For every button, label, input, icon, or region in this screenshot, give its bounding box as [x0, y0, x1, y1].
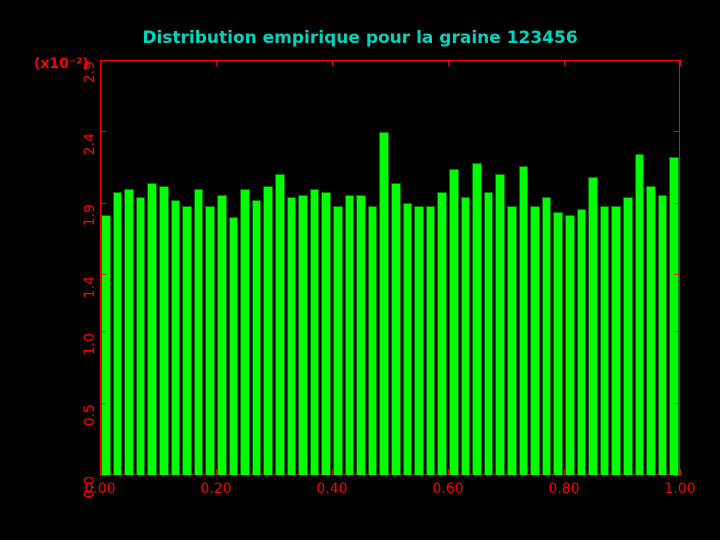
histogram-bar [287, 197, 297, 475]
tick-mark [100, 60, 106, 61]
histogram-bar [182, 206, 192, 475]
y-tick-label: 1.4 [82, 276, 98, 336]
histogram-bar [414, 206, 424, 475]
histogram-bar [368, 206, 378, 475]
x-tick-label: 0.20 [200, 481, 231, 497]
histogram-bar [147, 183, 157, 475]
tick-mark [674, 203, 680, 204]
histogram-bar [252, 200, 262, 475]
y-tick-label: 1.0 [82, 333, 98, 393]
histogram-bar [530, 206, 540, 475]
tick-mark [448, 469, 449, 475]
histogram-bar [472, 163, 482, 475]
histogram-bar [426, 206, 436, 475]
histogram-bar [240, 189, 250, 475]
histogram-bar [229, 217, 239, 475]
histogram-bar [565, 215, 575, 475]
histogram-bar [588, 177, 598, 475]
tick-mark [332, 60, 333, 66]
tick-mark [216, 469, 217, 475]
tick-mark [674, 331, 680, 332]
histogram-bar [577, 209, 587, 475]
histogram-bar [113, 192, 123, 475]
histogram-bar [519, 166, 529, 475]
y-tick-label: 2.4 [82, 133, 98, 193]
histogram-bar [263, 186, 273, 475]
histogram-bar [391, 183, 401, 475]
histogram-bar [449, 169, 459, 475]
tick-mark [564, 469, 565, 475]
histogram-bar [495, 174, 505, 475]
tick-mark [448, 60, 449, 66]
histogram-bar [600, 206, 610, 475]
histogram-bar [669, 157, 679, 475]
histogram-bar [171, 200, 181, 475]
tick-mark [216, 60, 217, 66]
tick-mark [100, 60, 101, 66]
chart-title: Distribution empirique pour la graine 12… [0, 28, 720, 48]
y-tick-label: 1.9 [82, 204, 98, 264]
histogram-bar [321, 192, 331, 475]
histogram-bar [310, 189, 320, 475]
histogram-bar [484, 192, 494, 475]
tick-mark [674, 131, 680, 132]
tick-mark [100, 331, 106, 332]
tick-mark [100, 131, 106, 132]
tick-mark [674, 274, 680, 275]
plot-area [100, 60, 680, 475]
x-tick-label: 0.60 [432, 481, 463, 497]
histogram-bar [356, 195, 366, 475]
x-tick-label: 0.80 [548, 481, 579, 497]
tick-mark [100, 274, 106, 275]
tick-mark [100, 203, 106, 204]
histogram-bar [611, 206, 621, 475]
tick-mark [674, 403, 680, 404]
histogram-bar [461, 197, 471, 475]
histogram-bar [379, 132, 389, 475]
histogram-bar [194, 189, 204, 475]
x-tick-label: 1.00 [664, 481, 695, 497]
histogram-bar [507, 206, 517, 475]
histogram-bar [658, 195, 668, 475]
y-tick-label: 0.5 [82, 404, 98, 464]
histogram-bar [623, 197, 633, 475]
y-axis-multiplier: (x10⁻²) [34, 56, 89, 72]
tick-mark [332, 469, 333, 475]
tick-mark [674, 475, 680, 476]
histogram-bar [403, 203, 413, 475]
histogram-bar [101, 215, 111, 475]
x-tick-label: 0.40 [316, 481, 347, 497]
histogram-bar [333, 206, 343, 475]
histogram-bar [298, 195, 308, 475]
histogram-bar [437, 192, 447, 475]
histogram-bar [553, 212, 563, 475]
tick-mark [100, 475, 106, 476]
histogram-bar [217, 195, 227, 475]
histogram-bar [646, 186, 656, 475]
histogram-bar [124, 189, 134, 475]
histogram-bar [345, 195, 355, 475]
tick-mark [100, 403, 106, 404]
y-tick-label: 0.0 [82, 476, 98, 536]
y-tick-label: 2.9 [82, 61, 98, 121]
histogram-bar [542, 197, 552, 475]
tick-mark [674, 60, 680, 61]
histogram-bar [136, 197, 146, 475]
histogram-chart: Distribution empirique pour la graine 12… [0, 0, 720, 540]
histogram-bar [205, 206, 215, 475]
histogram-bar [159, 186, 169, 475]
tick-mark [564, 60, 565, 66]
histogram-bar [635, 154, 645, 475]
histogram-bar [275, 174, 285, 475]
tick-mark [680, 60, 681, 66]
